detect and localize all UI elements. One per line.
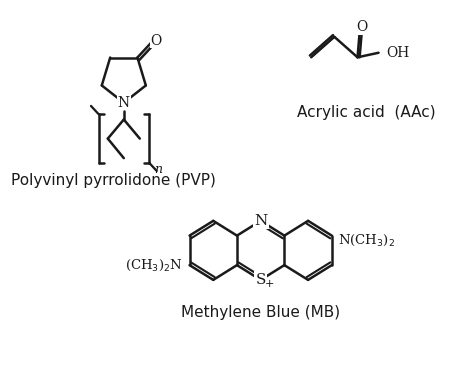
Text: O: O [150,34,162,48]
Text: S: S [255,273,266,287]
Text: N: N [118,96,130,110]
Text: (CH$_3$)$_2$N: (CH$_3$)$_2$N [126,258,183,273]
Text: n: n [154,163,162,176]
Text: N: N [254,214,267,228]
Text: OH: OH [386,46,410,60]
Text: Acrylic acid  (AAc): Acrylic acid (AAc) [297,105,435,120]
Text: Methylene Blue (MB): Methylene Blue (MB) [181,305,340,320]
Text: +: + [265,279,274,289]
Text: O: O [356,20,367,34]
Text: N(CH$_3$)$_2$: N(CH$_3$)$_2$ [338,232,395,248]
Text: Polyvinyl pyrrolidone (PVP): Polyvinyl pyrrolidone (PVP) [11,173,216,188]
